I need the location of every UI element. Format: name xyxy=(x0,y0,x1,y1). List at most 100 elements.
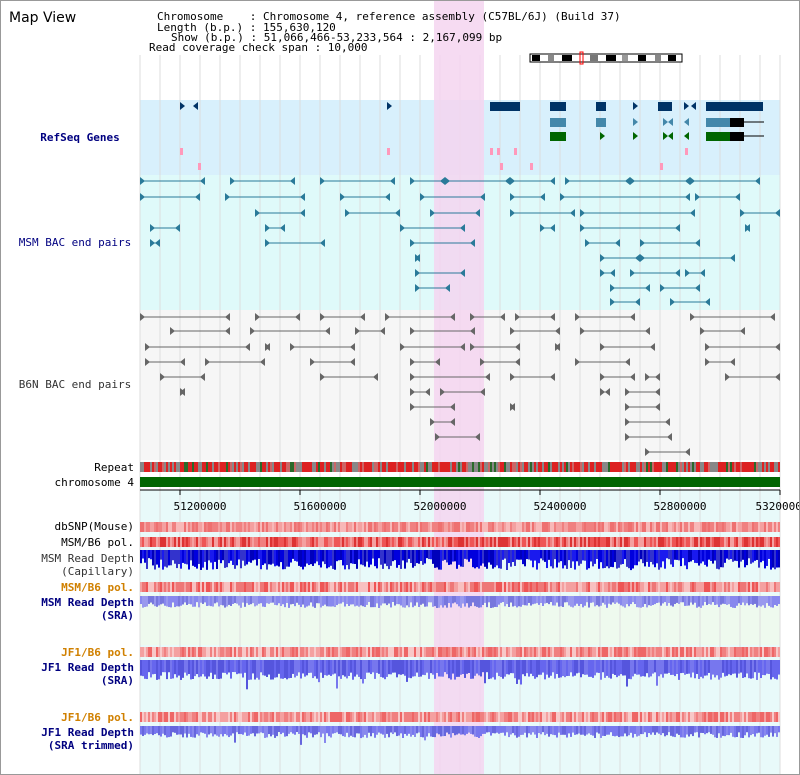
jf1-depth-sra-bar xyxy=(170,660,172,679)
msm-depth-capillary-bar xyxy=(570,550,572,568)
gene-marker xyxy=(633,118,638,126)
track-label-msm-b6-pol[interactable]: MSM/B6 pol. xyxy=(61,536,134,549)
msm-b6-pol-cell xyxy=(636,537,638,547)
msm-depth-sra-bar xyxy=(586,596,588,603)
track-label-jf1-b6-pol[interactable]: JF1/B6 pol. xyxy=(61,646,134,659)
msm-b6-pol-2-cell xyxy=(646,582,648,592)
msm-b6-pol-cell xyxy=(734,537,736,547)
jf1-b6-pol-cell xyxy=(304,647,306,657)
dbsnp-cell xyxy=(200,522,202,532)
msm-depth-sra-bar xyxy=(374,596,376,608)
track-label-jf1-depth-sra[interactable]: JF1 Read Depth (SRA) xyxy=(10,661,134,687)
jf1-b6-pol-cell xyxy=(236,647,238,657)
track-label-refseq[interactable]: RefSeq Genes xyxy=(40,131,120,144)
repeat-cell xyxy=(186,462,188,472)
msm-bac-pair-start xyxy=(510,193,515,201)
gene-tick xyxy=(685,148,688,155)
msm-b6-pol-2-cell xyxy=(766,582,768,592)
ideogram-band xyxy=(562,55,572,61)
msm-depth-sra-bar xyxy=(486,596,488,608)
gene-marker xyxy=(663,118,668,126)
msm-b6-pol-2-cell xyxy=(494,582,496,592)
jf1-depth-trimmed-bar xyxy=(184,726,186,734)
repeat-cell xyxy=(710,462,712,472)
msm-b6-pol-2-cell xyxy=(284,582,286,592)
msm-b6-pol-2-cell xyxy=(364,582,366,592)
msm-depth-sra-bar xyxy=(202,596,204,604)
msm-b6-pol-cell xyxy=(244,537,246,547)
jf1-depth-trimmed-bar xyxy=(504,726,506,736)
msm-b6-pol-cell xyxy=(252,537,254,547)
msm-b6-pol-2-cell xyxy=(666,582,668,592)
repeat-cell xyxy=(642,462,644,472)
jf1-depth-trimmed-bar xyxy=(700,726,702,733)
jf1-depth-sra-bar xyxy=(424,660,426,676)
track-label-msm-depth-capillary[interactable]: MSM Read Depth (Capillary) xyxy=(10,552,134,578)
dbsnp-cell xyxy=(290,522,292,532)
msm-b6-pol-2-cell xyxy=(280,582,282,592)
track-label-b6n-bac[interactable]: B6N BAC end pairs xyxy=(18,378,132,391)
msm-b6-pol-cell xyxy=(526,537,528,547)
msm-b6-pol-2-cell xyxy=(774,582,776,592)
msm-b6-pol-cell xyxy=(566,537,568,547)
jf1-depth-trimmed-bar xyxy=(702,726,704,734)
repeat-cell xyxy=(698,462,700,472)
jf1-b6-pol-cell xyxy=(290,647,292,657)
track-label-jf1-depth-trimmed[interactable]: JF1 Read Depth (SRA trimmed) xyxy=(10,726,134,752)
repeat-cell xyxy=(526,462,528,472)
msm-depth-capillary-bar xyxy=(596,550,598,559)
track-label-jf1-b6-pol-2[interactable]: JF1/B6 pol. xyxy=(61,711,134,724)
msm-b6-pol-cell xyxy=(702,537,704,547)
jf1-b6-pol-2-cell xyxy=(274,712,276,722)
jf1-b6-pol-2-cell xyxy=(348,712,350,722)
jf1-b6-pol-2-cell xyxy=(518,712,520,722)
msm-bac-pair-start xyxy=(420,193,425,201)
b6n-bac-pair-end xyxy=(667,433,672,441)
jf1-depth-sra-bar xyxy=(494,660,496,680)
jf1-depth-trimmed-bar xyxy=(292,726,294,734)
msm-b6-pol-2-cell xyxy=(658,582,660,592)
repeat-cell xyxy=(678,462,680,472)
jf1-depth-trimmed-bar xyxy=(388,726,390,738)
msm-depth-capillary-bar xyxy=(306,550,308,564)
dbsnp-cell xyxy=(232,522,234,532)
msm-b6-pol-2-cell xyxy=(534,582,536,592)
msm-depth-capillary-bar xyxy=(526,550,528,560)
jf1-b6-pol-cell xyxy=(640,647,642,657)
jf1-b6-pol-cell xyxy=(228,647,230,657)
msm-depth-capillary-bar xyxy=(368,550,370,568)
dbsnp-cell xyxy=(728,522,730,532)
msm-b6-pol-cell xyxy=(472,537,474,547)
jf1-b6-pol-2-cell xyxy=(432,712,434,722)
track-label-dbsnp[interactable]: dbSNP(Mouse) xyxy=(54,520,134,533)
msm-b6-pol-2-cell xyxy=(768,582,770,592)
repeat-cell xyxy=(176,462,178,472)
track-label-msm-depth-sra[interactable]: MSM Read Depth (SRA) xyxy=(10,596,134,622)
dbsnp-cell xyxy=(770,522,772,532)
msm-depth-sra-bar xyxy=(244,596,246,607)
dbsnp-cell xyxy=(696,522,698,532)
jf1-b6-pol-2-cell xyxy=(306,712,308,722)
msm-b6-pol-cell xyxy=(162,537,164,547)
jf1-depth-sra-bar xyxy=(248,660,250,680)
repeat-cell xyxy=(368,462,370,472)
jf1-b6-pol-cell xyxy=(262,647,264,657)
msm-b6-pol-2-cell xyxy=(240,582,242,592)
track-label-msm-bac[interactable]: MSM BAC end pairs xyxy=(18,236,132,249)
dbsnp-cell xyxy=(676,522,678,532)
repeat-cell xyxy=(392,462,394,472)
jf1-b6-pol-2-cell xyxy=(188,712,190,722)
dbsnp-cell xyxy=(568,522,570,532)
track-label-chromosome[interactable]: chromosome 4 xyxy=(54,476,134,489)
msm-b6-pol-2-cell xyxy=(546,582,548,592)
b6n-bac-pair-start xyxy=(410,327,415,335)
b6n-bac-pair-end xyxy=(380,327,385,335)
b6n-bac-pair-start xyxy=(205,358,210,366)
jf1-depth-sra-bar xyxy=(168,660,170,673)
jf1-depth-trimmed-bar xyxy=(654,726,656,735)
msm-bac-pair-end xyxy=(550,224,555,232)
track-label-repeat[interactable]: Repeat xyxy=(94,461,134,474)
msm-depth-sra-bar xyxy=(356,596,358,606)
track-label-msm-b6-pol-2[interactable]: MSM/B6 pol. xyxy=(61,581,134,594)
